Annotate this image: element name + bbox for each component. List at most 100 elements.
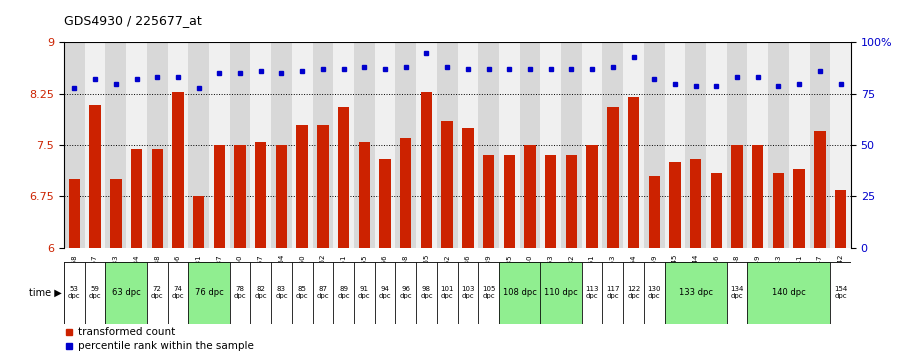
Text: 105
dpc: 105 dpc — [482, 286, 495, 299]
Bar — [752, 145, 763, 248]
Text: 59
dpc: 59 dpc — [89, 286, 102, 299]
Text: 94
dpc: 94 dpc — [379, 286, 392, 299]
Bar — [830, 262, 851, 324]
Text: 72
dpc: 72 dpc — [151, 286, 164, 299]
Text: percentile rank within the sample: percentile rank within the sample — [78, 342, 253, 352]
Bar — [483, 155, 494, 248]
Text: 91
dpc: 91 dpc — [358, 286, 371, 299]
Bar — [628, 97, 640, 248]
Bar — [587, 145, 597, 248]
Bar — [441, 121, 453, 248]
Text: 113
dpc: 113 dpc — [586, 286, 598, 299]
Bar — [105, 262, 147, 324]
Bar — [374, 262, 395, 324]
Bar — [251, 42, 271, 248]
Bar — [623, 42, 644, 248]
Bar — [602, 42, 623, 248]
Bar — [436, 262, 458, 324]
Text: 101
dpc: 101 dpc — [440, 286, 454, 299]
Bar — [69, 179, 81, 248]
Bar — [359, 142, 370, 248]
Bar — [296, 125, 307, 248]
Bar — [167, 42, 188, 248]
Bar — [690, 159, 701, 248]
Text: 154
dpc: 154 dpc — [834, 286, 847, 299]
Bar — [188, 42, 209, 248]
Bar — [234, 145, 246, 248]
Bar — [834, 190, 846, 248]
Bar — [193, 196, 204, 248]
Text: 134
dpc: 134 dpc — [730, 286, 744, 299]
Bar — [685, 42, 706, 248]
Bar — [147, 262, 167, 324]
Bar — [664, 262, 727, 324]
Bar — [748, 262, 830, 324]
Bar — [271, 262, 292, 324]
Bar — [64, 262, 85, 324]
Bar — [541, 262, 582, 324]
Bar — [251, 262, 271, 324]
Text: 108 dpc: 108 dpc — [502, 289, 536, 297]
Bar — [152, 149, 163, 248]
Bar — [354, 42, 374, 248]
Bar — [333, 262, 354, 324]
Bar — [565, 155, 577, 248]
Text: 78
dpc: 78 dpc — [233, 286, 246, 299]
Bar — [313, 42, 333, 248]
Bar — [462, 128, 474, 248]
Text: 122
dpc: 122 dpc — [627, 286, 640, 299]
Text: 76 dpc: 76 dpc — [195, 289, 223, 297]
Bar — [416, 42, 436, 248]
Bar — [395, 42, 416, 248]
Bar — [400, 138, 412, 248]
Text: 87
dpc: 87 dpc — [317, 286, 329, 299]
Text: GDS4930 / 225677_at: GDS4930 / 225677_at — [64, 14, 202, 27]
Bar — [731, 145, 743, 248]
Bar — [126, 42, 147, 248]
Text: 96
dpc: 96 dpc — [400, 286, 412, 299]
Bar — [380, 159, 391, 248]
Bar — [167, 262, 188, 324]
Bar — [479, 42, 499, 248]
Bar — [499, 262, 541, 324]
Bar — [333, 42, 354, 248]
Text: 110 dpc: 110 dpc — [544, 289, 578, 297]
Bar — [436, 42, 458, 248]
Bar — [188, 262, 230, 324]
Text: 53
dpc: 53 dpc — [68, 286, 81, 299]
Bar — [230, 262, 251, 324]
Bar — [711, 172, 722, 248]
Bar — [416, 262, 436, 324]
Text: 103
dpc: 103 dpc — [461, 286, 475, 299]
Bar — [644, 42, 664, 248]
Text: 74
dpc: 74 dpc — [172, 286, 184, 299]
Bar — [292, 42, 313, 248]
Bar — [313, 262, 333, 324]
Bar — [545, 155, 556, 248]
Text: 133 dpc: 133 dpc — [679, 289, 713, 297]
Bar — [748, 42, 768, 248]
Text: 98
dpc: 98 dpc — [420, 286, 433, 299]
Bar — [110, 179, 122, 248]
Text: 89
dpc: 89 dpc — [338, 286, 350, 299]
Bar — [172, 92, 184, 248]
Bar — [85, 42, 105, 248]
Text: 117
dpc: 117 dpc — [606, 286, 619, 299]
Bar — [64, 42, 85, 248]
Bar — [789, 42, 810, 248]
Bar — [773, 172, 784, 248]
Bar — [623, 262, 644, 324]
Bar — [255, 142, 266, 248]
Bar — [561, 42, 582, 248]
Bar — [209, 42, 230, 248]
Text: 82
dpc: 82 dpc — [254, 286, 267, 299]
Bar — [85, 262, 105, 324]
Bar — [131, 149, 142, 248]
Text: 140 dpc: 140 dpc — [772, 289, 806, 297]
Bar — [271, 42, 292, 248]
Bar — [354, 262, 374, 324]
Bar — [292, 262, 313, 324]
Bar — [664, 42, 685, 248]
Bar — [810, 42, 830, 248]
Bar — [649, 176, 660, 248]
